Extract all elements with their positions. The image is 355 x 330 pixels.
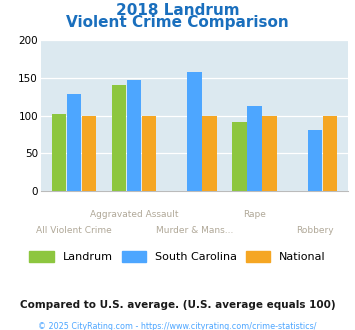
- Text: Violent Crime Comparison: Violent Crime Comparison: [66, 15, 289, 30]
- Bar: [307, 130, 322, 191]
- Bar: [187, 72, 202, 191]
- Text: 2018 Landrum: 2018 Landrum: [116, 3, 239, 18]
- Bar: [82, 115, 96, 191]
- Bar: [52, 114, 66, 191]
- Text: Compared to U.S. average. (U.S. average equals 100): Compared to U.S. average. (U.S. average …: [20, 300, 335, 310]
- Bar: [112, 85, 126, 191]
- Bar: [67, 94, 81, 191]
- Bar: [262, 115, 277, 191]
- Bar: [247, 106, 262, 191]
- Legend: Landrum, South Carolina, National: Landrum, South Carolina, National: [25, 247, 330, 267]
- Text: All Violent Crime: All Violent Crime: [36, 226, 112, 235]
- Text: Rape: Rape: [243, 210, 266, 218]
- Bar: [232, 122, 247, 191]
- Bar: [323, 115, 337, 191]
- Bar: [127, 80, 141, 191]
- Bar: [142, 115, 157, 191]
- Text: Aggravated Assault: Aggravated Assault: [90, 210, 179, 218]
- Text: Murder & Mans...: Murder & Mans...: [156, 226, 233, 235]
- Text: © 2025 CityRating.com - https://www.cityrating.com/crime-statistics/: © 2025 CityRating.com - https://www.city…: [38, 322, 317, 330]
- Bar: [202, 115, 217, 191]
- Text: Robbery: Robbery: [296, 226, 334, 235]
